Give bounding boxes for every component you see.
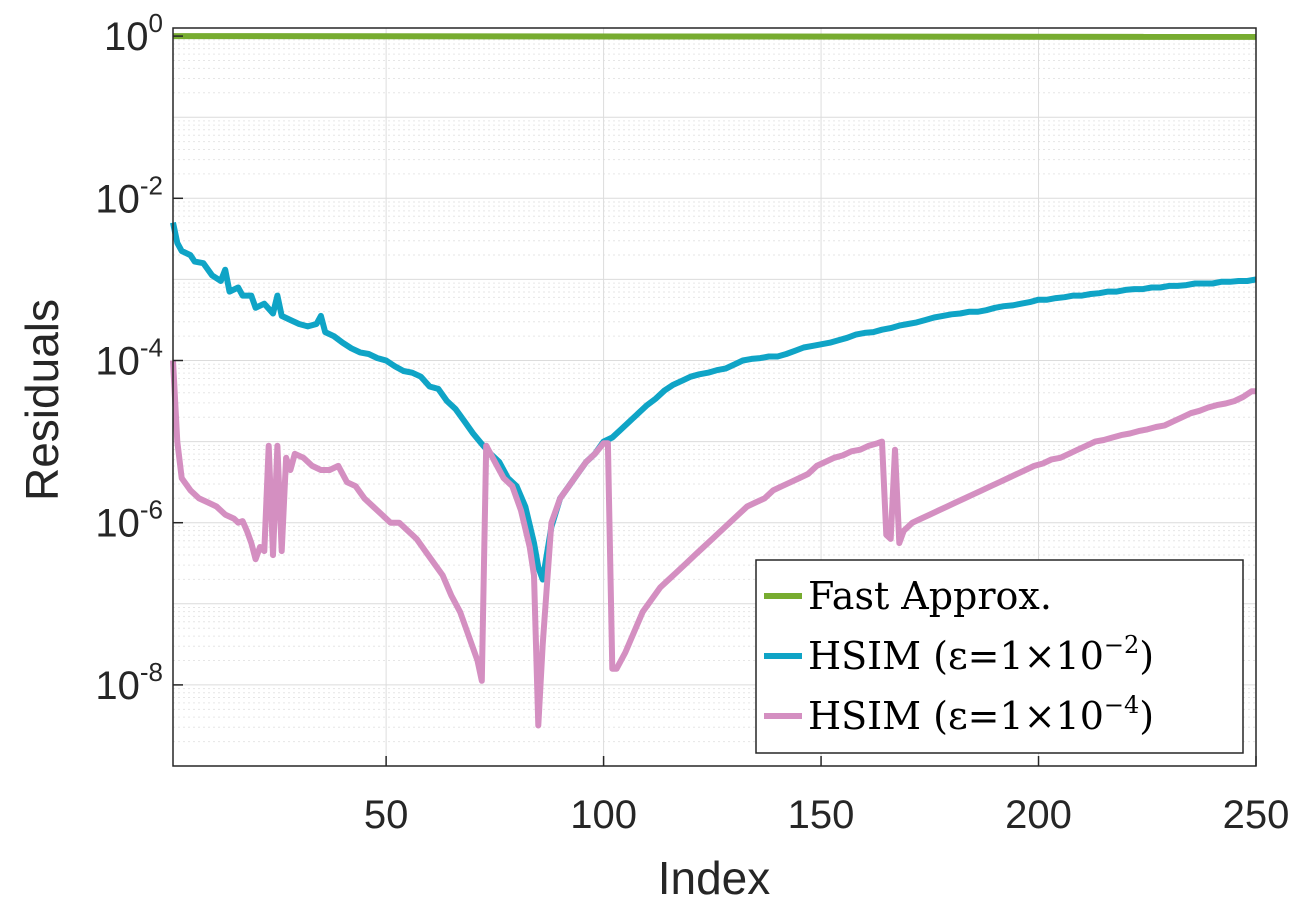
series-line	[170, 221, 1257, 583]
plot-frame	[172, 27, 1257, 767]
legend-box	[755, 559, 1244, 754]
y-tick-label: 10-8	[95, 657, 163, 708]
y-tick-label: 10-6	[95, 495, 163, 546]
y-tick-label: 10-2	[95, 170, 163, 221]
legend-label: Fast Approx.	[808, 574, 1052, 618]
x-axis-label: Index	[658, 852, 771, 904]
legend-label: HSIM (ε=1×10−4)	[808, 691, 1154, 738]
x-tick-label: 150	[788, 793, 855, 837]
x-axis-ticks: 50 100 150 200 250	[364, 756, 1290, 837]
x-tick-label: 100	[570, 793, 637, 837]
x-tick-label: 200	[1005, 793, 1072, 837]
series-line	[170, 360, 1256, 729]
series-layer	[170, 33, 1257, 729]
y-tick-label: 100	[104, 8, 163, 59]
legend-label: HSIM (ε=1×10−2)	[808, 631, 1154, 678]
legend: Fast Approx. HSIM (ε=1×10−2) HSIM (ε=1×10−…	[755, 559, 1244, 754]
y-axis-label: Residuals	[16, 299, 68, 501]
x-tick-label: 50	[364, 793, 409, 837]
y-tick-label: 10-4	[95, 333, 163, 384]
y-axis-ticks: 100 10-2 10-4 10-6 10-8	[95, 8, 183, 708]
minor-grid	[173, 39, 1256, 743]
x-tick-label: 250	[1223, 793, 1290, 837]
series-line	[172, 33, 1257, 40]
